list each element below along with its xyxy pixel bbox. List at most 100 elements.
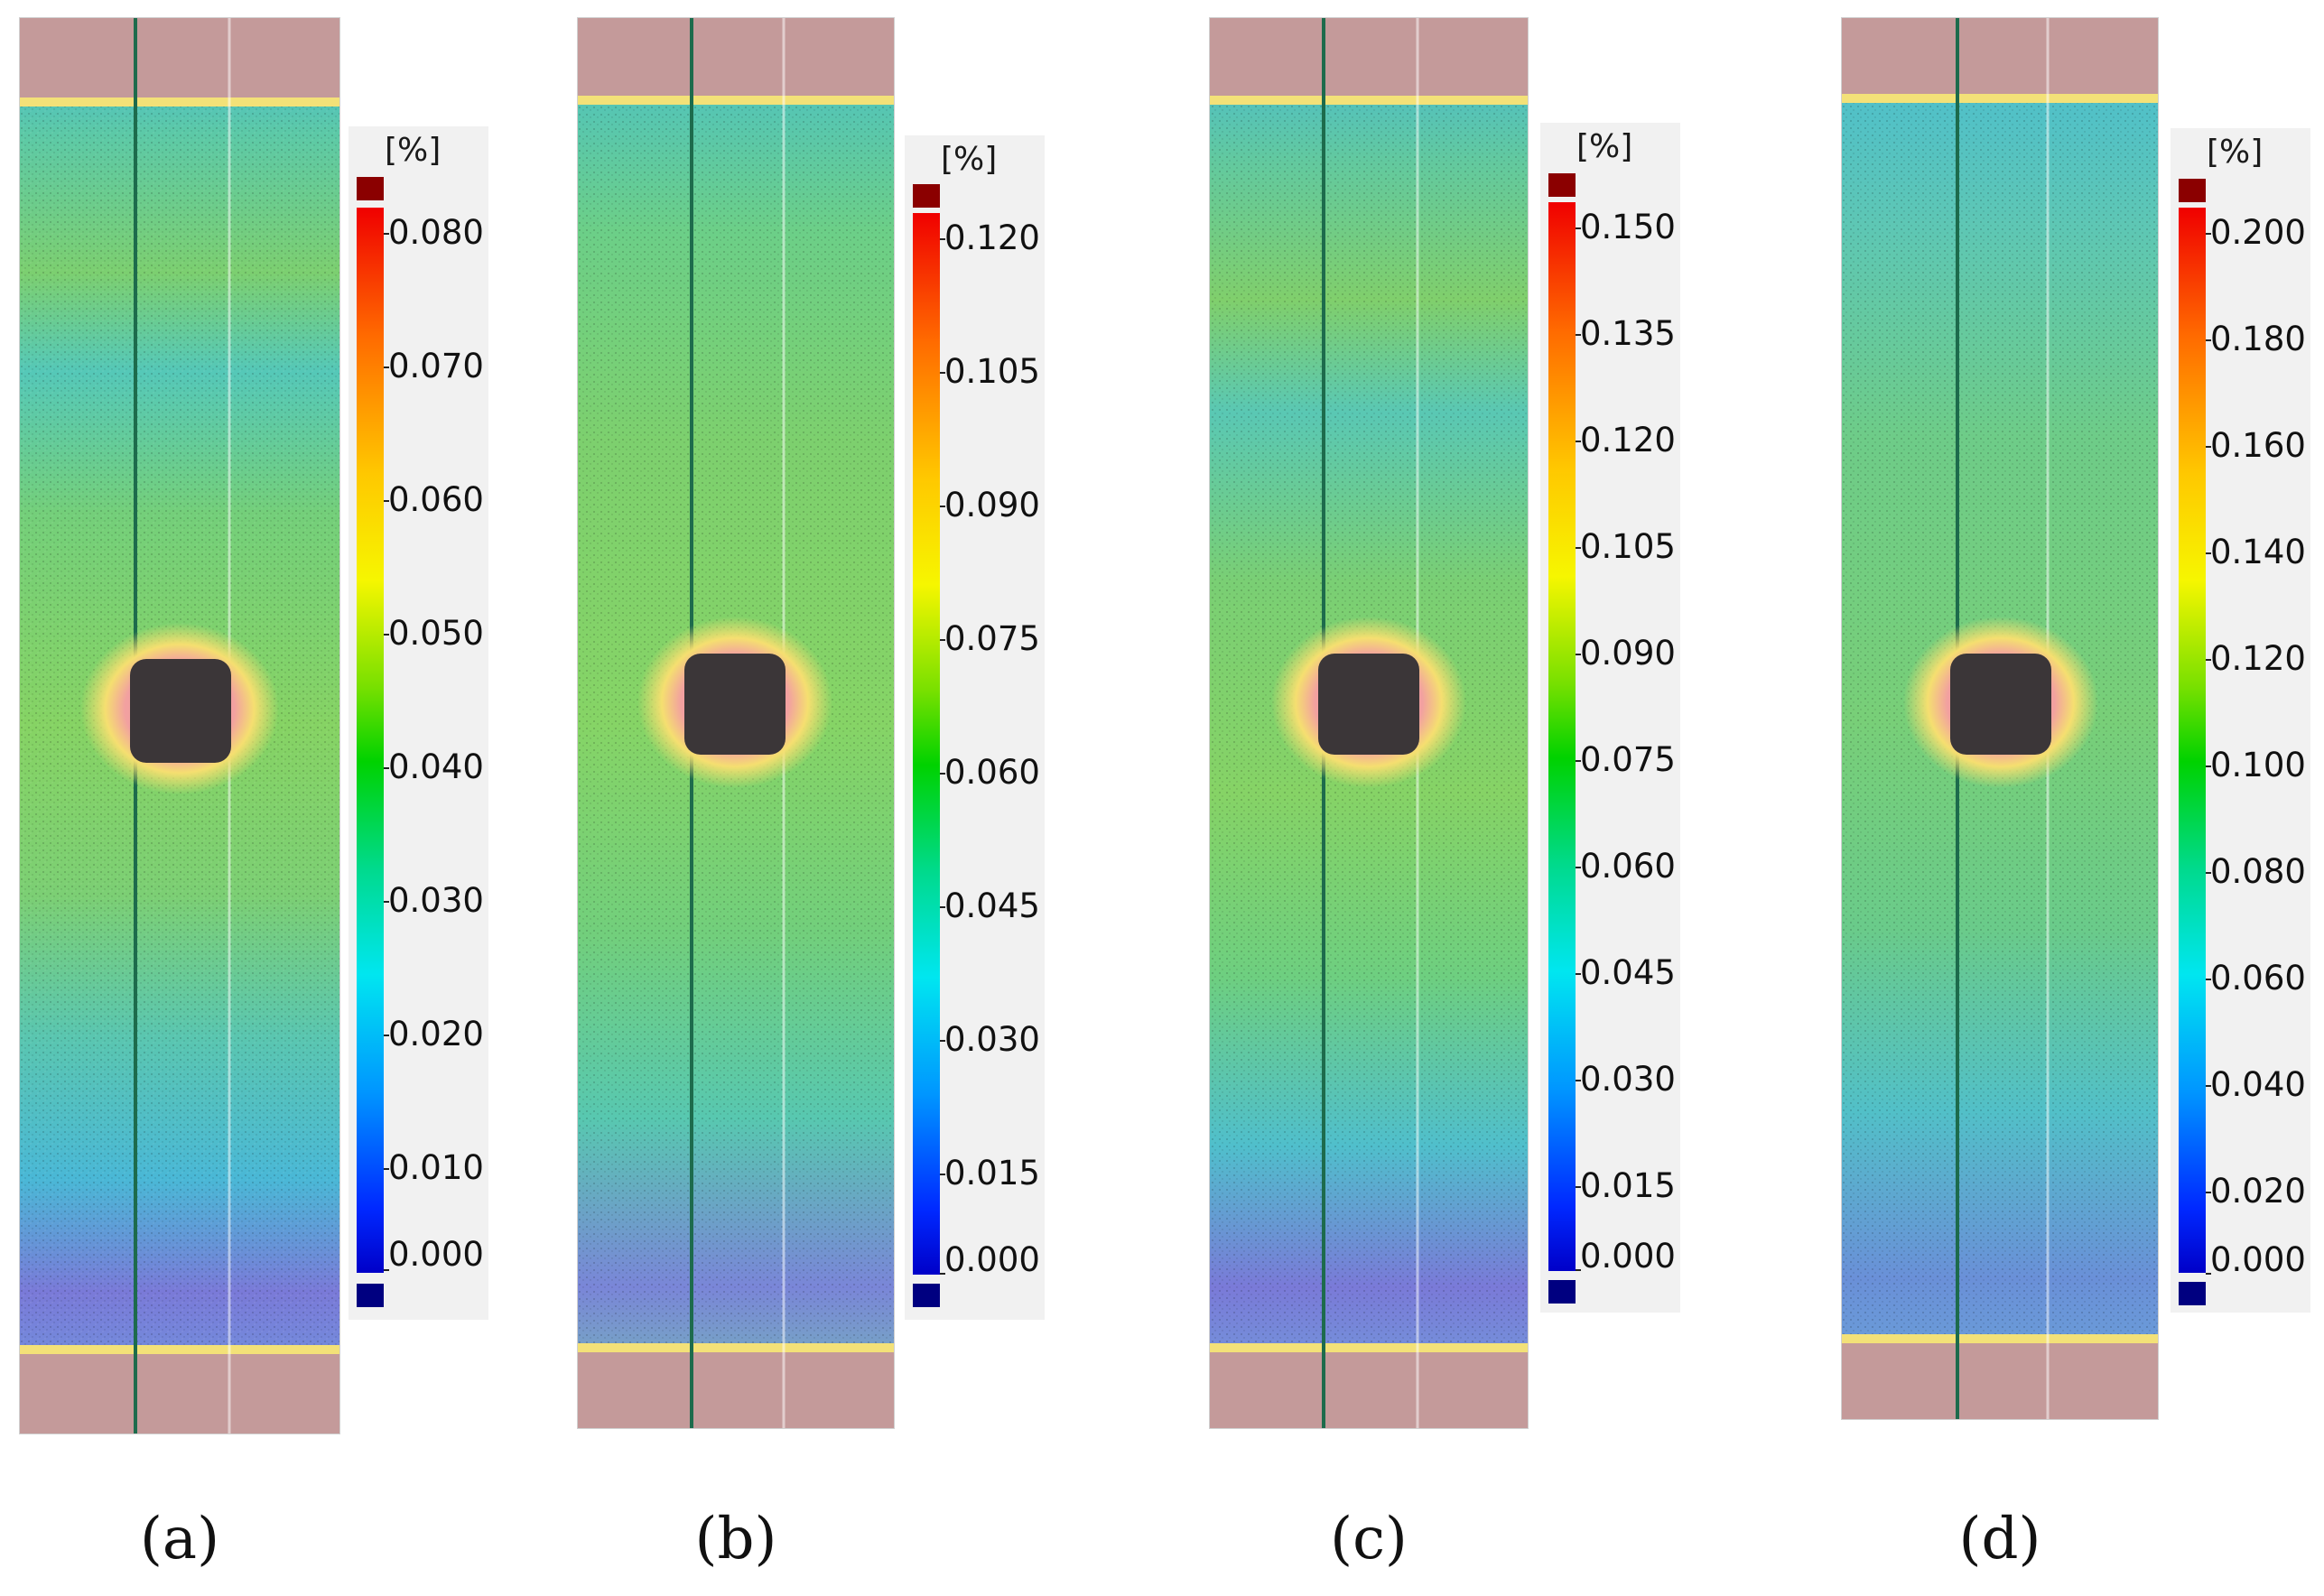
colorbar-tick <box>940 506 945 507</box>
colorbar-tick <box>2206 979 2211 980</box>
colorbar-tick-label: 0.200 <box>2210 213 2306 252</box>
colorbar-tick <box>2206 1192 2211 1193</box>
colorbar-tick-label: 0.140 <box>2210 533 2306 571</box>
colorbar-tick <box>384 634 389 636</box>
colorbar-tick-label: 0.075 <box>1580 740 1676 779</box>
colorbar-tick-label: 0.060 <box>1580 847 1676 886</box>
colorbar-tick-label: 0.135 <box>1580 314 1676 353</box>
colorbar-tick-label: 0.060 <box>2210 959 2306 998</box>
colorbar-tick <box>1576 867 1581 868</box>
colorbar-tick <box>2206 446 2211 448</box>
colorbar-tick <box>1576 973 1581 975</box>
colorbar-tick <box>384 1168 389 1170</box>
under-range-swatch <box>2179 1282 2206 1305</box>
colorbar-tick <box>940 773 945 775</box>
colorbar-tick <box>384 233 389 235</box>
panel-caption-a: (a) <box>139 1506 220 1573</box>
colorbar-tick <box>384 767 389 769</box>
colorbar-tick-label: 0.045 <box>944 886 1040 925</box>
color-legend-b: [%] 0.120 0.105 0.090 0.075 0.060 0.045 … <box>905 135 1045 1320</box>
colorbar-tick-label: 0.080 <box>2210 852 2306 891</box>
legend-unit-label: [%] <box>941 141 998 178</box>
colorbar-tick-label: 0.120 <box>944 218 1040 257</box>
colorbar-tick <box>940 1040 945 1042</box>
colorbar-tick-label: 0.120 <box>1580 421 1676 459</box>
colorbar-tick-label: 0.020 <box>2210 1172 2306 1211</box>
colorbar-gradient <box>1548 202 1576 1271</box>
strain-field-image-a <box>20 18 339 1434</box>
colorbar-tick <box>384 901 389 903</box>
colorbar-tick <box>384 1269 389 1271</box>
colorbar-tick <box>940 639 945 641</box>
panel-a: [%] 0.080 0.070 0.060 0.050 0.040 0.030 … <box>20 0 525 1596</box>
colorbar-tick <box>2206 1273 2211 1275</box>
colorbar-tick-label: 0.045 <box>1580 953 1676 992</box>
over-range-swatch <box>357 177 384 200</box>
over-range-swatch <box>1548 173 1576 197</box>
over-range-swatch <box>913 184 940 208</box>
colorbar-tick-label: 0.080 <box>388 213 484 252</box>
colorbar-tick-label: 0.160 <box>2210 426 2306 465</box>
colorbar-tick <box>384 1035 389 1036</box>
colorbar-gradient <box>913 213 940 1275</box>
colorbar-tick-label: 0.105 <box>1580 527 1676 566</box>
panel-caption-b: (b) <box>694 1506 777 1573</box>
colorbar-tick-label: 0.060 <box>388 480 484 519</box>
colorbar-tick-label: 0.000 <box>944 1240 1040 1279</box>
colorbar-tick <box>1576 1269 1581 1271</box>
panel-caption-d: (d) <box>1958 1506 2041 1573</box>
legend-unit-label: [%] <box>385 132 442 169</box>
colorbar-tick <box>1576 1080 1581 1081</box>
colorbar-tick-label: 0.000 <box>388 1235 484 1274</box>
colorbar-tick <box>940 1174 945 1175</box>
colorbar-tick <box>1576 1186 1581 1188</box>
colorbar-tick <box>2206 339 2211 341</box>
colorbar-tick-label: 0.050 <box>388 614 484 653</box>
colorbar-tick-label: 0.030 <box>1580 1060 1676 1099</box>
colorbar-tick-label: 0.000 <box>2210 1240 2306 1279</box>
color-legend-d: [%] 0.200 0.180 0.160 0.140 0.120 0.100 … <box>2171 128 2310 1313</box>
colorbar-tick <box>1576 334 1581 336</box>
under-range-swatch <box>357 1284 384 1307</box>
color-legend-a: [%] 0.080 0.070 0.060 0.050 0.040 0.030 … <box>349 126 488 1320</box>
colorbar-tick-label: 0.070 <box>388 347 484 385</box>
colorbar-tick-label: 0.120 <box>2210 639 2306 678</box>
under-range-swatch <box>913 1284 940 1307</box>
colorbar-tick-label: 0.010 <box>388 1148 484 1187</box>
colorbar-tick <box>2206 552 2211 554</box>
colorbar-tick-label: 0.090 <box>1580 634 1676 673</box>
colorbar-tick <box>384 367 389 368</box>
colorbar-tick <box>2206 233 2211 235</box>
colorbar-gradient <box>2179 208 2206 1273</box>
colorbar-tick <box>1576 441 1581 442</box>
panel-c: [%] 0.150 0.135 0.120 0.105 0.090 0.075 … <box>1210 0 1715 1596</box>
colorbar-tick-label: 0.015 <box>944 1154 1040 1192</box>
colorbar-tick <box>2206 659 2211 661</box>
colorbar-tick-label: 0.075 <box>944 619 1040 658</box>
colorbar-tick <box>940 372 945 374</box>
colorbar-tick-label: 0.030 <box>388 881 484 920</box>
colorbar-tick <box>2206 1085 2211 1087</box>
panel-caption-c: (c) <box>1330 1506 1408 1573</box>
colorbar-tick-label: 0.000 <box>1580 1237 1676 1276</box>
colorbar-tick-label: 0.015 <box>1580 1166 1676 1205</box>
colorbar-tick-label: 0.100 <box>2210 746 2306 784</box>
panel-b: [%] 0.120 0.105 0.090 0.075 0.060 0.045 … <box>578 0 1083 1596</box>
colorbar-tick-label: 0.030 <box>944 1020 1040 1059</box>
colorbar-tick <box>1576 760 1581 762</box>
colorbar-gradient <box>357 208 384 1273</box>
colorbar-tick <box>940 1273 945 1275</box>
strain-field-image-b <box>578 18 894 1428</box>
legend-unit-label: [%] <box>2207 134 2264 171</box>
colorbar-tick-label: 0.040 <box>2210 1065 2306 1104</box>
colorbar-tick-label: 0.060 <box>944 753 1040 792</box>
over-range-swatch <box>2179 179 2206 202</box>
strain-field-image-c <box>1210 18 1528 1428</box>
color-legend-c: [%] 0.150 0.135 0.120 0.105 0.090 0.075 … <box>1540 123 1680 1313</box>
colorbar-tick-label: 0.040 <box>388 747 484 786</box>
panel-d: [%] 0.200 0.180 0.160 0.140 0.120 0.100 … <box>1842 0 2324 1596</box>
colorbar-tick <box>384 500 389 502</box>
colorbar-tick-label: 0.090 <box>944 486 1040 524</box>
colorbar-tick <box>2206 872 2211 874</box>
colorbar-tick <box>1576 547 1581 549</box>
